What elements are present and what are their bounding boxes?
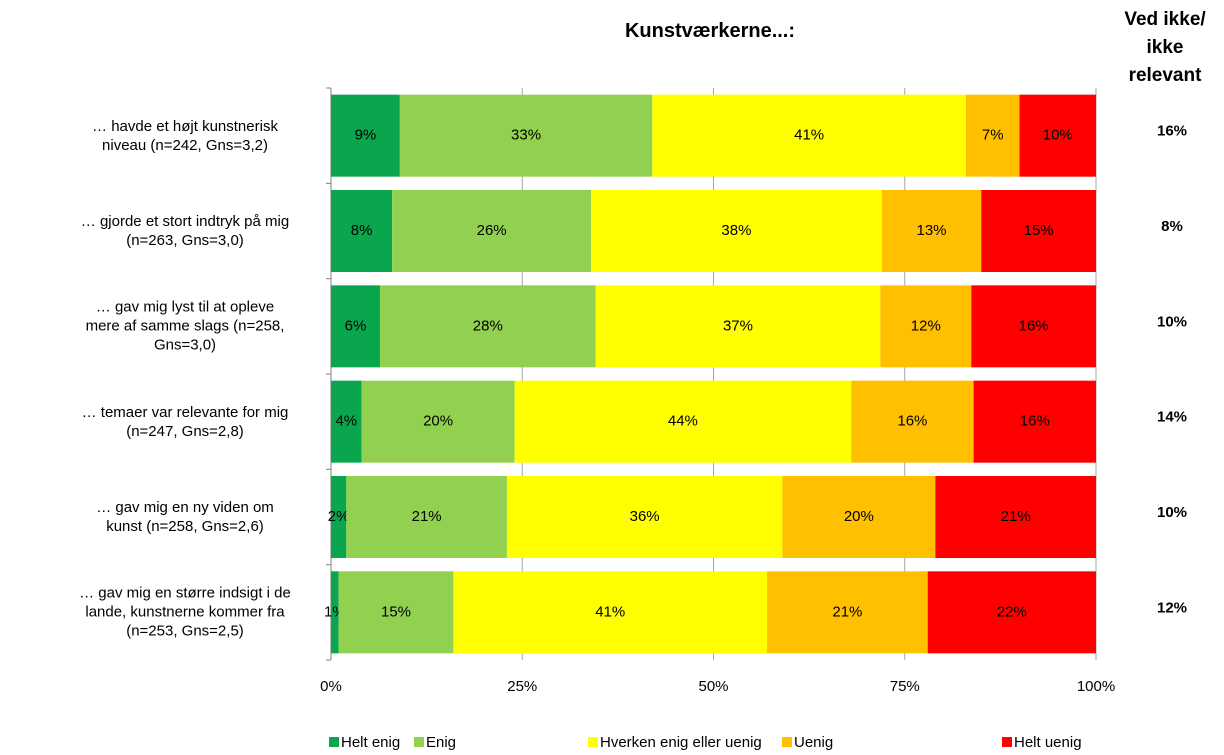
- data-label: 21%: [1001, 508, 1031, 525]
- category-label: … havde et højt kunstnerisk niveau (n=24…: [92, 117, 278, 154]
- bar-segment: [338, 571, 454, 654]
- bar-segment: [361, 380, 515, 463]
- data-label: 41%: [595, 603, 625, 620]
- category-label: … temaer var relevante for mig (n=247, G…: [81, 403, 289, 440]
- data-label: 10%: [1043, 127, 1073, 144]
- legend-swatch: [782, 737, 792, 747]
- legend-swatch: [414, 737, 424, 747]
- data-label: 16%: [897, 413, 927, 430]
- legend-label: Helt uenig: [1014, 734, 1082, 751]
- data-label: 21%: [412, 508, 442, 525]
- bar-segment: [331, 380, 362, 463]
- side-label: 10%: [1157, 504, 1187, 521]
- data-label: 26%: [477, 222, 507, 239]
- bar-segment: [981, 190, 1096, 272]
- bar-segment: [514, 380, 852, 463]
- data-label: 9%: [355, 127, 377, 144]
- bar-segment: [379, 285, 596, 368]
- x-tick-label: 25%: [507, 678, 537, 695]
- side-label: 8%: [1161, 218, 1183, 235]
- legend-label: Enig: [426, 734, 456, 751]
- data-label: 20%: [844, 508, 874, 525]
- data-label: 21%: [832, 603, 862, 620]
- data-label: 41%: [794, 127, 824, 144]
- bar-segment: [331, 190, 393, 272]
- data-label: 44%: [668, 413, 698, 430]
- legend-swatch: [588, 737, 598, 747]
- side-title: Ved ikke/ ikke relevant: [1124, 9, 1206, 86]
- bar-segment: [973, 380, 1096, 463]
- legend-swatch: [329, 737, 339, 747]
- x-tick-label: 75%: [890, 678, 920, 695]
- data-label: 20%: [423, 413, 453, 430]
- legend-label: Helt enig: [341, 734, 400, 751]
- bar-segment: [595, 285, 881, 368]
- data-label: 16%: [1020, 413, 1050, 430]
- category-label: … gav mig lyst til at opleve mere af sam…: [85, 298, 285, 354]
- side-label: 14%: [1157, 409, 1187, 426]
- x-tick-label: 100%: [1077, 678, 1115, 695]
- x-tick-label: 0%: [320, 678, 342, 695]
- side-label: 10%: [1157, 313, 1187, 330]
- data-label: 2%: [328, 508, 350, 525]
- side-label: 12%: [1157, 599, 1187, 616]
- data-label: 38%: [721, 222, 751, 239]
- x-tick-label: 50%: [698, 678, 728, 695]
- bar-segment: [1019, 94, 1096, 177]
- bar-segment: [331, 285, 380, 368]
- bar-segment: [965, 94, 1020, 177]
- data-label: 16%: [1019, 317, 1049, 334]
- data-label: 6%: [345, 317, 367, 334]
- data-label: 22%: [997, 603, 1027, 620]
- category-label: … gav mig en større indsigt i de lande, …: [79, 584, 291, 640]
- bar-segment: [453, 571, 768, 654]
- data-label: 36%: [630, 508, 660, 525]
- bar-segment: [346, 476, 507, 558]
- data-label: 13%: [917, 222, 947, 239]
- bar-segment: [927, 571, 1096, 654]
- data-label: 37%: [723, 317, 753, 334]
- data-label: 12%: [911, 317, 941, 334]
- chart-title: Kunstværkerne...:: [624, 20, 796, 42]
- data-label: 8%: [351, 222, 373, 239]
- data-label: 4%: [335, 413, 357, 430]
- bar-segment: [506, 476, 783, 558]
- legend-swatch: [1002, 737, 1012, 747]
- bar-segment: [767, 571, 928, 654]
- data-label: 33%: [511, 127, 541, 144]
- data-label: 28%: [473, 317, 503, 334]
- bar-segment: [782, 476, 936, 558]
- legend-label: Uenig: [794, 734, 833, 751]
- bar-segment: [591, 190, 882, 272]
- bar-segment: [881, 190, 982, 272]
- legend-label: Hverken enig eller uenig: [600, 734, 762, 751]
- side-label: 16%: [1157, 123, 1187, 140]
- data-label: 15%: [381, 603, 411, 620]
- bar-segment: [652, 94, 966, 177]
- category-label: … gav mig en ny viden om kunst (n=258, G…: [96, 499, 274, 535]
- data-label: 7%: [982, 127, 1004, 144]
- bar-segment: [971, 285, 1096, 368]
- bar-segment: [331, 571, 339, 654]
- bar-segment: [880, 285, 972, 368]
- bar-segment: [851, 380, 974, 463]
- category-label: … gjorde et stort indtryk på mig (n=263,…: [80, 213, 290, 249]
- bar-segment: [331, 476, 347, 558]
- bar-segment: [935, 476, 1096, 558]
- bar-segment: [399, 94, 653, 177]
- bar-segment: [392, 190, 592, 272]
- bar-segment: [331, 94, 400, 177]
- data-label: 15%: [1024, 222, 1054, 239]
